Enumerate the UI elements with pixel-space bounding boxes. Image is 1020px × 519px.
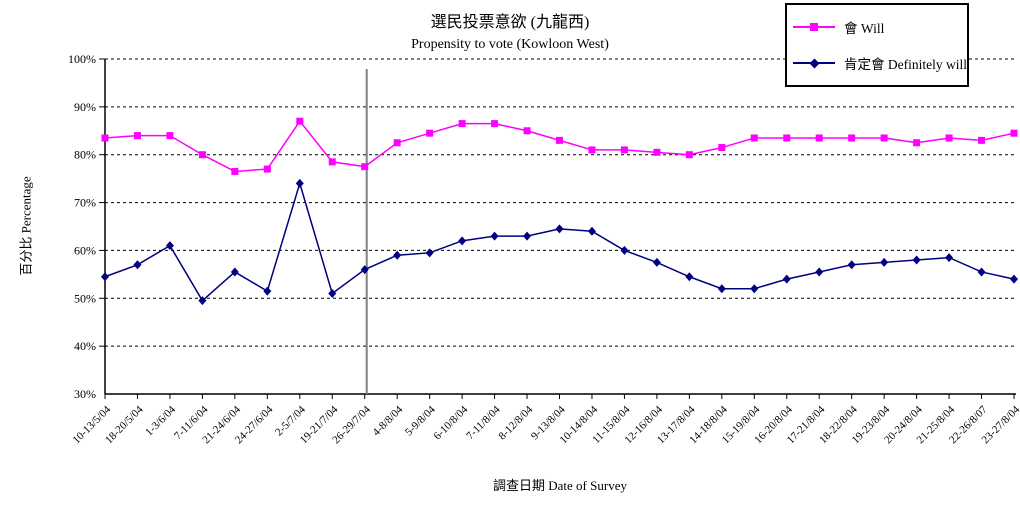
data-point-definitely-will (717, 284, 726, 294)
data-point-will (685, 151, 693, 159)
data-point-definitely-will (523, 231, 532, 241)
data-point-definitely-will (165, 241, 174, 251)
y-tick-label: 70% (74, 196, 96, 210)
data-point-definitely-will (328, 289, 337, 298)
data-point-will (231, 167, 239, 175)
y-tick-label: 40% (74, 339, 96, 353)
data-point-will (1010, 129, 1018, 137)
data-point-will (198, 151, 206, 159)
data-point-will (426, 129, 434, 137)
y-axis-title: 百分比 Percentage (18, 176, 34, 276)
x-tick-label: 6-10/8/04 (431, 403, 470, 442)
legend-item-definitely-will: 肯定會 Definitely will (793, 53, 967, 73)
data-point-definitely-will (458, 236, 467, 246)
data-point-definitely-will (425, 248, 434, 258)
data-point-will (848, 134, 856, 142)
data-point-will (361, 163, 369, 171)
data-point-definitely-will (912, 255, 921, 265)
square-marker-icon (810, 23, 818, 31)
data-point-definitely-will (295, 178, 304, 188)
data-point-definitely-will (977, 267, 986, 277)
legend-item-will: 會 Will (793, 17, 961, 37)
y-tick-label: 30% (74, 387, 96, 401)
diamond-marker-icon (809, 58, 820, 69)
data-point-definitely-will (847, 260, 856, 270)
data-point-will (945, 134, 953, 142)
data-point-will (913, 139, 921, 147)
data-point-definitely-will (1010, 274, 1018, 284)
data-point-definitely-will (945, 253, 954, 263)
data-point-will (978, 136, 986, 144)
data-point-definitely-will (685, 272, 694, 282)
legend-label-definitely-will: 肯定會 Definitely will (844, 57, 967, 72)
x-tick-label: 7-11/8/04 (464, 403, 503, 442)
data-point-will (783, 134, 791, 142)
data-point-will (296, 117, 304, 125)
data-point-definitely-will (652, 257, 661, 267)
data-point-will (880, 134, 888, 142)
chart-title: 選民投票意欲 (九龍西) (430, 14, 590, 31)
data-point-definitely-will (133, 260, 142, 270)
data-point-definitely-will (101, 272, 109, 282)
data-point-will (393, 139, 401, 147)
data-point-definitely-will (815, 267, 824, 277)
data-point-will (556, 136, 563, 144)
data-point-will (718, 144, 726, 152)
data-point-definitely-will (620, 245, 629, 255)
data-point-will (653, 148, 661, 156)
x-axis-title: 調查日期 Date of Survey (493, 478, 627, 493)
data-point-definitely-will (555, 224, 564, 234)
y-tick-label: 80% (74, 148, 96, 162)
data-point-will (263, 165, 271, 173)
data-point-will (620, 146, 628, 154)
data-point-definitely-will (230, 267, 239, 277)
x-tick-label: 8-12/8/04 (496, 403, 535, 442)
data-point-will (458, 120, 466, 128)
legend-label-will: 會 Will (844, 21, 885, 36)
series-line-definitely-will (104, 180, 1015, 302)
data-point-definitely-will (782, 274, 791, 284)
data-point-will (588, 146, 596, 154)
legend: 會 Will 肯定會 Definitely will (785, 3, 969, 87)
y-tick-label: 100% (68, 52, 96, 66)
data-point-definitely-will (263, 286, 272, 296)
data-point-definitely-will (587, 226, 596, 236)
y-tick-label: 60% (74, 243, 96, 257)
data-point-definitely-will (750, 284, 759, 294)
data-point-will (523, 127, 531, 135)
data-point-will (328, 158, 336, 166)
definitely-will-line-sample (793, 57, 835, 69)
series-line-will (104, 119, 1015, 173)
data-point-definitely-will (880, 257, 889, 267)
data-point-will (750, 134, 758, 142)
data-point-will (815, 134, 823, 142)
data-point-will (166, 132, 174, 140)
chart-subtitle: Propensity to vote (Kowloon West) (411, 37, 609, 52)
data-point-will (101, 134, 109, 142)
will-line-sample (793, 21, 835, 33)
data-point-definitely-will (393, 250, 402, 260)
data-point-definitely-will (198, 296, 207, 306)
data-point-will (491, 120, 499, 128)
y-tick-label: 50% (74, 291, 96, 305)
data-point-definitely-will (360, 265, 369, 275)
data-point-will (133, 132, 141, 140)
y-tick-label: 90% (74, 100, 96, 114)
data-point-definitely-will (490, 231, 499, 241)
x-tick-label: 4-8/8/04 (370, 403, 405, 438)
